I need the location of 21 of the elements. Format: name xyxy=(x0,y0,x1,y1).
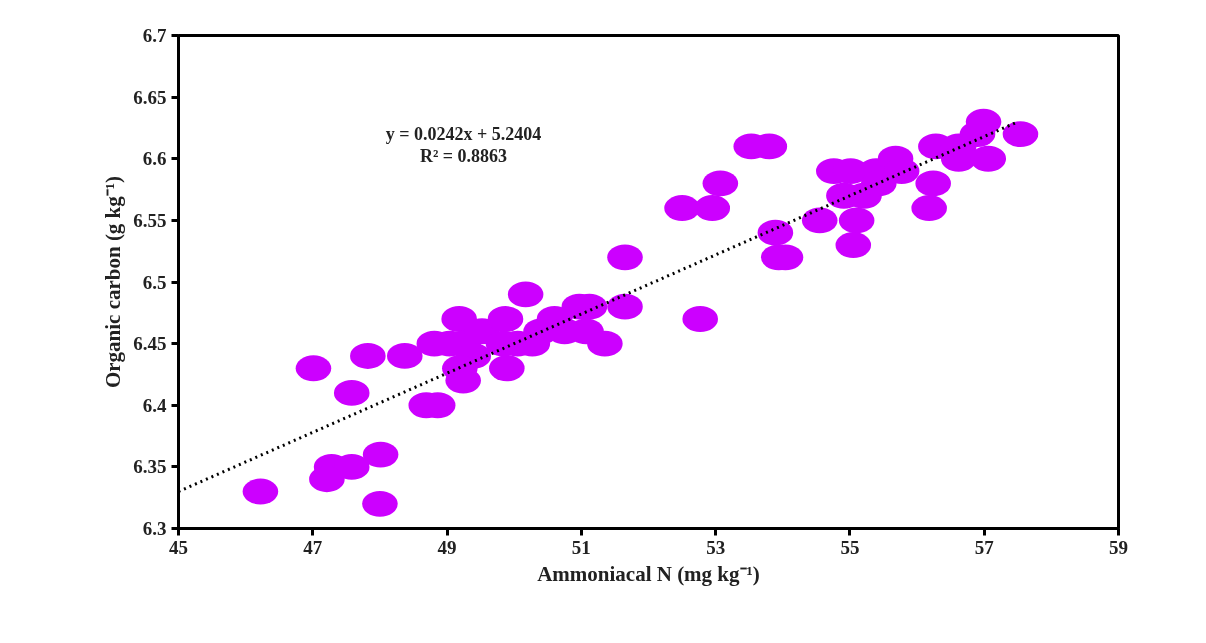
y-axis-title: Organic carbon (g kg⁻¹) xyxy=(101,175,126,389)
x-tick-label: 57 xyxy=(974,536,995,558)
y-tick-label: 6.4 xyxy=(142,394,167,416)
annotation: y = 0.0242x + 5.2404 xyxy=(385,123,542,144)
x-axis-title: Ammoniacal N (mg kg⁻¹) xyxy=(537,561,760,586)
y-tick-label: 6.6 xyxy=(142,148,167,170)
y-tick-label: 6.45 xyxy=(133,333,167,355)
y-tick-label: 6.65 xyxy=(133,86,167,108)
y-tick-label: 6.35 xyxy=(133,456,167,478)
annotation: R² = 0.8863 xyxy=(419,145,508,166)
y-tick-label: 6.7 xyxy=(142,25,167,46)
x-tick-label: 45 xyxy=(169,536,188,558)
x-tick-label: 51 xyxy=(571,536,591,558)
y-tick-label: 6.3 xyxy=(142,518,167,539)
x-tick-label: 53 xyxy=(706,536,726,558)
y-tick-label: 6.55 xyxy=(133,209,167,231)
x-tick-label: 49 xyxy=(437,536,457,558)
x-tick-label: 55 xyxy=(840,536,860,558)
y-tick-label: 6.5 xyxy=(142,271,167,293)
x-tick-label: 47 xyxy=(303,536,323,558)
x-tick-label: 59 xyxy=(1109,536,1128,558)
